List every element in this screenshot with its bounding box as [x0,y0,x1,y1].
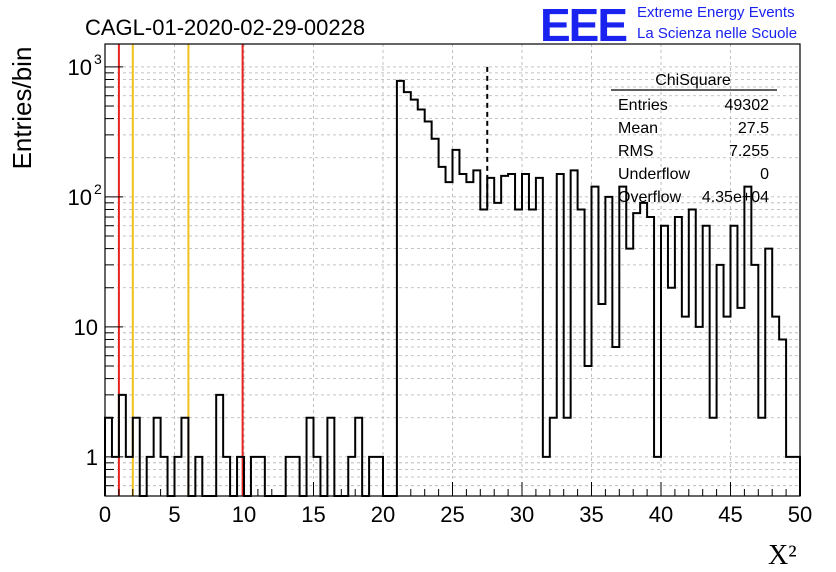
x-tick-label: 40 [649,502,673,527]
stats-label-overflow: Overflow [618,189,682,206]
x-tick-label: 15 [301,502,325,527]
y-tick-exponent: 3 [94,51,102,67]
x-tick-label: 35 [579,502,603,527]
y-tick-label: 10 [68,55,92,80]
histogram-bin [508,174,515,496]
histogram-bin [619,187,626,496]
histogram-bin [696,327,703,496]
histogram-bin [751,265,758,496]
histogram-bin [494,203,501,496]
histogram-bin [418,110,425,496]
histogram-bin [216,395,223,496]
histogram-bin [731,226,738,496]
histogram-bin [432,139,439,496]
x-tick-label: 20 [371,502,395,527]
histogram-bin [529,209,536,496]
x-tick-label: 25 [440,502,464,527]
stats-label-rms: RMS [618,143,654,160]
histogram-bin [425,122,432,496]
histogram [104,66,801,497]
histogram-bin [717,265,724,496]
y-tick-label: 10 [74,315,98,340]
y-tick-exponent: 2 [94,181,102,197]
histogram-bin [633,213,640,496]
histogram-bin [585,366,592,496]
logo-line-2: La Scienza nelle Scuole [637,25,797,42]
histogram-bin [119,395,126,496]
histogram-bin [703,226,710,496]
stats-value-mean: 27.5 [738,120,769,137]
axis-ticks [104,66,801,497]
histogram-bin [446,182,453,496]
histogram-bin [661,226,668,496]
logo-line-1: Extreme Energy Events [637,4,795,21]
eee-logo-text: EEE [540,0,626,51]
stats-box-title: ChiSquare [655,72,731,89]
x-tick-label: 30 [510,502,534,527]
eee-logo: EEE Extreme Energy Events La Scienza nel… [540,0,797,51]
histogram-bin [515,209,522,496]
x-tick-label: 50 [788,502,812,527]
y-tick-label: 1 [86,445,98,470]
stats-value-entries: 49302 [725,97,770,114]
histogram-bin [612,347,619,496]
x-tick-label: 10 [232,502,256,527]
histogram-bin [668,288,675,496]
histogram-bin [501,176,508,496]
histogram-bin [411,100,418,496]
histogram-bin [737,308,744,496]
histogram-bin [522,174,529,496]
histogram-bin [578,209,585,496]
y-tick-label: 10 [68,185,92,210]
histogram-bin [480,209,487,496]
histogram-bin [453,150,460,496]
histogram-bin [765,249,772,496]
histogram-outline [104,79,801,497]
histogram-bin [439,167,446,496]
stats-value-overflow: 4.35e+04 [702,189,769,206]
histogram-bin [397,81,404,496]
histogram-bin [640,203,647,496]
y-axis-label: Entries/bin [7,47,37,170]
histogram-bin [466,182,473,496]
histogram-bin [605,197,612,496]
histogram-bin [626,249,633,496]
x-tick-label: 0 [99,502,111,527]
run-title: CAGL-01-2020-02-29-00228 [85,15,365,40]
histogram-bin [557,174,564,496]
stats-box: ChiSquare Entries 49302 Mean 27.5 RMS 7.… [611,72,777,206]
x-tick-label: 45 [718,502,742,527]
histogram-bin [459,174,466,496]
histogram-bin [404,92,411,496]
histogram-bin [689,209,696,496]
histogram-bin [592,187,599,496]
histogram-bin [675,217,682,496]
stats-label-entries: Entries [618,97,668,114]
stats-label-underflow: Underflow [618,166,690,183]
x-axis-label: X² [768,540,797,571]
x-tick-labels: 0 5 10 15 20 25 30 35 40 45 50 [99,502,812,527]
stats-value-rms: 7.255 [729,143,769,160]
stats-label-mean: Mean [618,120,658,137]
x-tick-label: 5 [168,502,180,527]
stats-value-underflow: 0 [760,166,769,183]
histogram-bin [744,187,751,496]
histogram-bin [647,217,654,496]
